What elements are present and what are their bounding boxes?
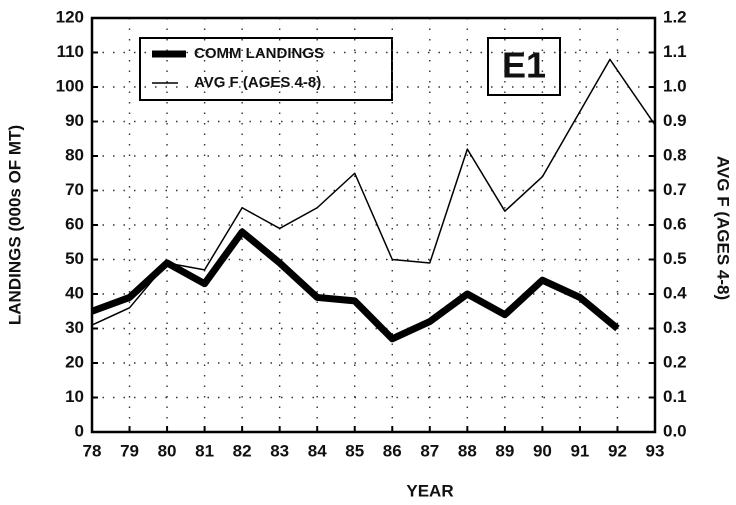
x-tick-label: 87 [420, 441, 439, 460]
x-tick-label: 79 [120, 441, 139, 460]
x-tick-label: 86 [383, 441, 402, 460]
data-line [90, 228, 620, 343]
y2-tick-label: 0.8 [663, 145, 687, 164]
x-tick-label: 92 [608, 441, 627, 460]
y-tick-label: 60 [65, 214, 84, 233]
y2-tick-label: 0.7 [663, 180, 687, 199]
y-axis-title: LANDINGS (000s OF MT) [5, 125, 24, 325]
annotation-box [487, 37, 561, 96]
x-tick-label: 78 [83, 441, 102, 460]
y-tick-label: 120 [56, 7, 84, 26]
y2-tick-label: 0.3 [663, 318, 687, 337]
x-axis-title: YEAR [406, 481, 453, 500]
y-tick-label: 110 [57, 42, 84, 61]
legend-label: AVG F (AGES 4-8) [194, 74, 321, 91]
y2-tick-label: 1.1 [663, 42, 687, 61]
y-tick-label: 50 [65, 249, 84, 268]
x-tick-label: 84 [308, 441, 327, 460]
x-tick-label: 80 [158, 441, 177, 460]
x-tick-label: 91 [570, 441, 589, 460]
y-tick-label: 80 [65, 145, 84, 164]
y-tick-label: 0 [75, 421, 84, 440]
legend-box [139, 37, 393, 101]
y2-tick-label: 1.2 [663, 7, 687, 26]
y-tick-label: 10 [65, 387, 84, 406]
y2-tick-label: 1.0 [663, 76, 687, 95]
y2-tick-label: 0.5 [663, 249, 687, 268]
x-tick-label: 88 [458, 441, 477, 460]
x-tick-label: 83 [270, 441, 289, 460]
y-tick-label: 20 [65, 352, 84, 371]
y2-tick-label: 0.1 [663, 387, 687, 406]
y-tick-label: 100 [56, 76, 84, 95]
y2-tick-label: 0.2 [663, 352, 687, 371]
x-tick-label: 89 [495, 441, 514, 460]
y-tick-label: 40 [65, 283, 84, 302]
data-line [91, 58, 656, 326]
y-tick-label: 30 [65, 318, 84, 337]
y-tick-label: 70 [65, 180, 84, 199]
y-tick-label: 90 [65, 111, 84, 130]
x-tick-label: 90 [533, 441, 552, 460]
y2-tick-label: 0.4 [663, 283, 687, 302]
x-tick-label: 82 [233, 441, 252, 460]
y2-axis-title: AVG F (AGES 4-8) [714, 156, 733, 300]
annotation: E1 [502, 45, 546, 86]
legend-label: COMM LANDINGS [194, 45, 324, 62]
x-tick-label: 93 [646, 441, 665, 460]
x-tick-label: 85 [345, 441, 364, 460]
y2-tick-label: 0.0 [663, 421, 687, 440]
y2-tick-label: 0.9 [663, 111, 687, 130]
y2-tick-label: 0.6 [663, 214, 687, 233]
plot-frame [90, 16, 657, 434]
x-tick-label: 81 [195, 441, 214, 460]
